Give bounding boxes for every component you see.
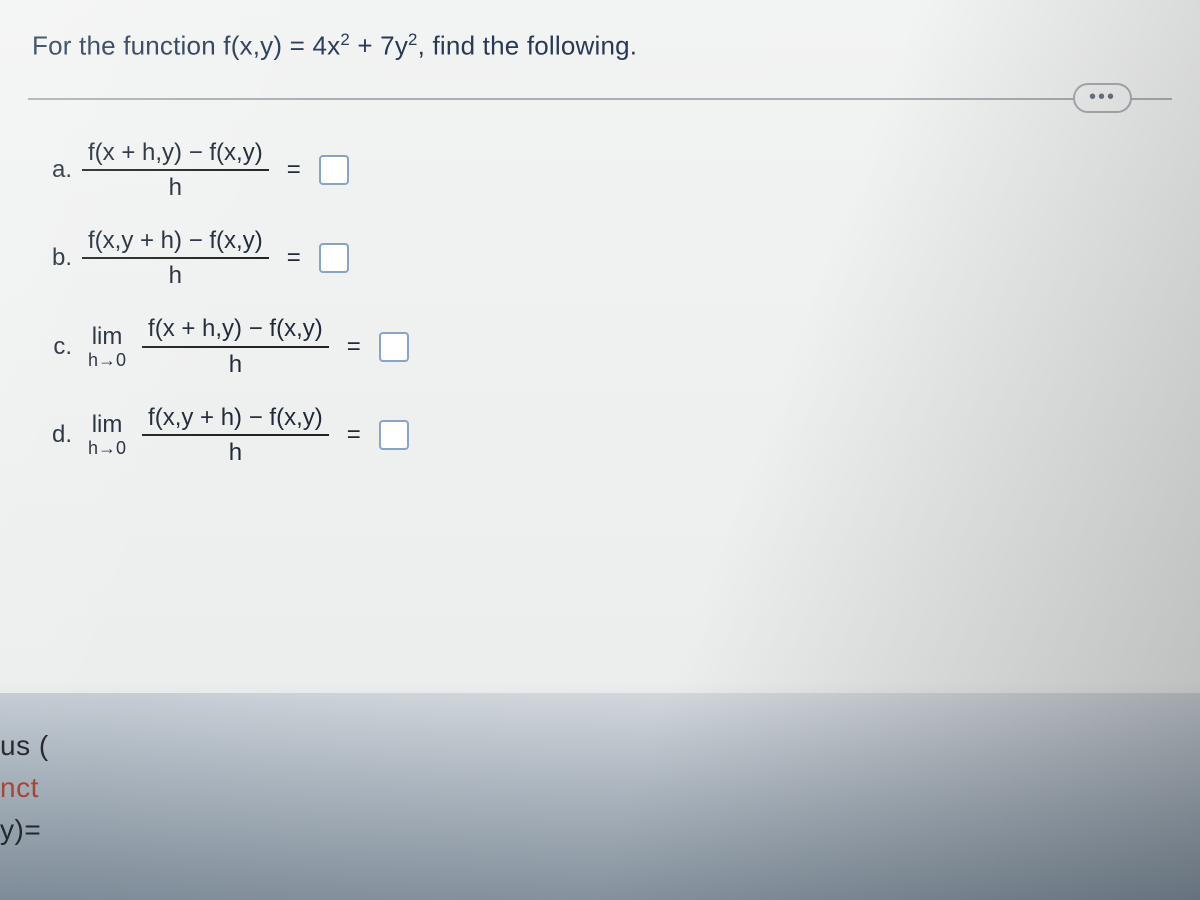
prompt-exponent: 2 <box>340 30 350 49</box>
screen-shade-overlay <box>0 680 1200 900</box>
limit-top: lim <box>92 413 123 437</box>
more-options-button[interactable]: ••• <box>1073 83 1132 113</box>
answer-input-d[interactable] <box>379 420 409 450</box>
prompt-text: For the function f(x,y) = 4x <box>32 31 340 61</box>
sidebar-fragment: us ( <box>0 730 49 762</box>
part-label: d. <box>42 421 72 449</box>
fraction-numerator: f(x + h,y) − f(x,y) <box>142 316 329 347</box>
divider-line <box>28 98 1172 100</box>
equals-sign: = <box>287 244 301 272</box>
sidebar-fragment: y)= <box>0 814 41 846</box>
answer-input-c[interactable] <box>379 332 409 362</box>
fraction-numerator: f(x,y + h) − f(x,y) <box>142 405 329 436</box>
question-card: For the function f(x,y) = 4x2 + 7y2, fin… <box>0 0 1200 693</box>
fraction: f(x,y + h) − f(x,y) h <box>82 228 269 288</box>
fraction-denominator: h <box>169 259 182 288</box>
limit-operator: lim h→0 <box>88 325 126 369</box>
fraction-denominator: h <box>169 171 182 200</box>
part-a-row: a. f(x + h,y) − f(x,y) h = <box>42 140 1172 200</box>
limit-bottom: h→0 <box>88 439 126 457</box>
limit-bottom: h→0 <box>88 351 126 369</box>
fraction-numerator: f(x + h,y) − f(x,y) <box>82 140 269 171</box>
prompt-text: + 7y <box>350 31 408 61</box>
prompt-text: , find the following. <box>418 31 638 61</box>
equals-sign: = <box>347 333 361 361</box>
part-d-row: d. lim h→0 f(x,y + h) − f(x,y) h = <box>42 405 1172 465</box>
answer-input-a[interactable] <box>319 155 349 185</box>
prompt-exponent: 2 <box>408 30 418 49</box>
fraction: f(x,y + h) − f(x,y) h <box>142 405 329 465</box>
part-b-row: b. f(x,y + h) − f(x,y) h = <box>42 228 1172 288</box>
question-prompt: For the function f(x,y) = 4x2 + 7y2, fin… <box>32 30 1172 62</box>
sidebar-fragment: nct <box>0 772 39 804</box>
part-c-row: c. lim h→0 f(x + h,y) − f(x,y) h = <box>42 316 1172 376</box>
part-label: a. <box>42 156 72 184</box>
fraction: f(x + h,y) − f(x,y) h <box>142 316 329 376</box>
answer-input-b[interactable] <box>319 243 349 273</box>
fraction: f(x + h,y) − f(x,y) h <box>82 140 269 200</box>
fraction-denominator: h <box>229 348 242 377</box>
equals-sign: = <box>287 156 301 184</box>
part-label: b. <box>42 244 72 272</box>
part-label: c. <box>42 333 72 361</box>
fraction-denominator: h <box>229 436 242 465</box>
limit-top: lim <box>92 325 123 349</box>
divider-row: ••• <box>28 84 1172 112</box>
limit-operator: lim h→0 <box>88 413 126 457</box>
equals-sign: = <box>347 421 361 449</box>
fraction-numerator: f(x,y + h) − f(x,y) <box>82 228 269 259</box>
